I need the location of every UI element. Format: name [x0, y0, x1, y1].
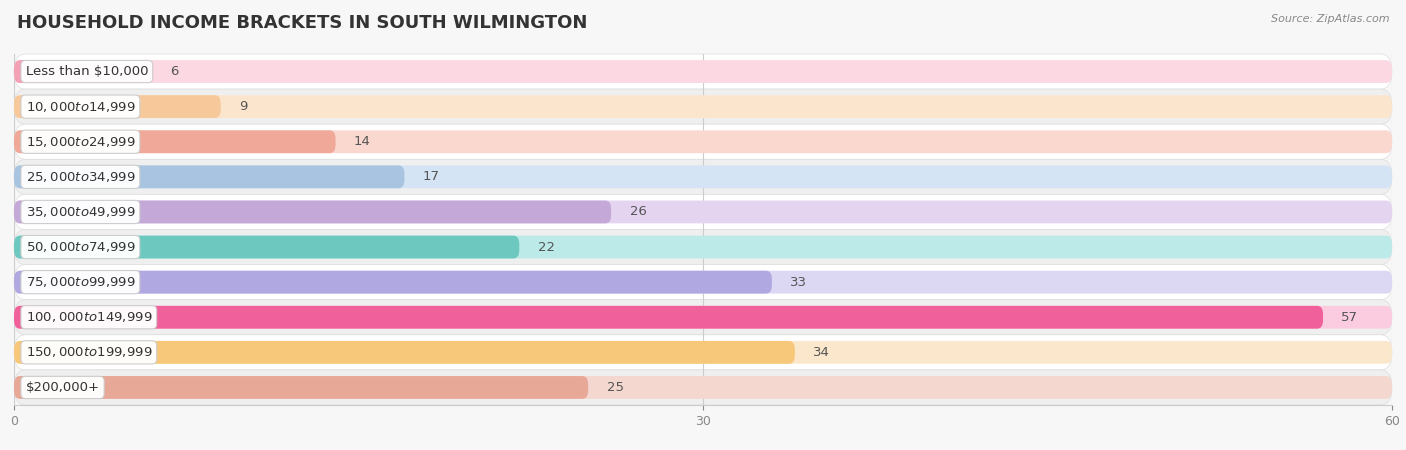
FancyBboxPatch shape — [14, 166, 1392, 188]
FancyBboxPatch shape — [14, 130, 1392, 153]
FancyBboxPatch shape — [14, 271, 772, 293]
Text: 14: 14 — [354, 135, 371, 148]
Text: $35,000 to $49,999: $35,000 to $49,999 — [25, 205, 135, 219]
Text: 57: 57 — [1341, 311, 1358, 324]
Text: $15,000 to $24,999: $15,000 to $24,999 — [25, 135, 135, 149]
Text: 22: 22 — [537, 241, 554, 253]
Text: 17: 17 — [423, 171, 440, 183]
Text: 25: 25 — [606, 381, 623, 394]
FancyBboxPatch shape — [14, 54, 1392, 89]
FancyBboxPatch shape — [14, 376, 588, 399]
FancyBboxPatch shape — [14, 236, 519, 258]
FancyBboxPatch shape — [14, 201, 1392, 223]
FancyBboxPatch shape — [14, 306, 1392, 328]
FancyBboxPatch shape — [14, 60, 1392, 83]
FancyBboxPatch shape — [14, 370, 1392, 405]
Text: 26: 26 — [630, 206, 647, 218]
FancyBboxPatch shape — [14, 300, 1392, 335]
FancyBboxPatch shape — [14, 236, 1392, 258]
Text: $75,000 to $99,999: $75,000 to $99,999 — [25, 275, 135, 289]
FancyBboxPatch shape — [14, 95, 1392, 118]
FancyBboxPatch shape — [14, 341, 794, 364]
FancyBboxPatch shape — [14, 130, 336, 153]
Text: $200,000+: $200,000+ — [25, 381, 100, 394]
FancyBboxPatch shape — [14, 159, 1392, 194]
Text: HOUSEHOLD INCOME BRACKETS IN SOUTH WILMINGTON: HOUSEHOLD INCOME BRACKETS IN SOUTH WILMI… — [17, 14, 588, 32]
FancyBboxPatch shape — [14, 335, 1392, 370]
FancyBboxPatch shape — [14, 230, 1392, 265]
FancyBboxPatch shape — [14, 376, 1392, 399]
FancyBboxPatch shape — [14, 194, 1392, 230]
Text: $100,000 to $149,999: $100,000 to $149,999 — [25, 310, 152, 324]
Text: $50,000 to $74,999: $50,000 to $74,999 — [25, 240, 135, 254]
Text: Less than $10,000: Less than $10,000 — [25, 65, 148, 78]
Text: Source: ZipAtlas.com: Source: ZipAtlas.com — [1271, 14, 1389, 23]
FancyBboxPatch shape — [14, 95, 221, 118]
FancyBboxPatch shape — [14, 166, 405, 188]
Text: 6: 6 — [170, 65, 179, 78]
Text: 34: 34 — [813, 346, 830, 359]
FancyBboxPatch shape — [14, 89, 1392, 124]
Text: $10,000 to $14,999: $10,000 to $14,999 — [25, 99, 135, 114]
FancyBboxPatch shape — [14, 341, 1392, 364]
Text: $25,000 to $34,999: $25,000 to $34,999 — [25, 170, 135, 184]
Text: 33: 33 — [790, 276, 807, 288]
Text: 9: 9 — [239, 100, 247, 113]
FancyBboxPatch shape — [14, 306, 1323, 328]
FancyBboxPatch shape — [14, 124, 1392, 159]
Text: $150,000 to $199,999: $150,000 to $199,999 — [25, 345, 152, 360]
FancyBboxPatch shape — [14, 265, 1392, 300]
FancyBboxPatch shape — [14, 201, 612, 223]
FancyBboxPatch shape — [14, 60, 152, 83]
FancyBboxPatch shape — [14, 271, 1392, 293]
